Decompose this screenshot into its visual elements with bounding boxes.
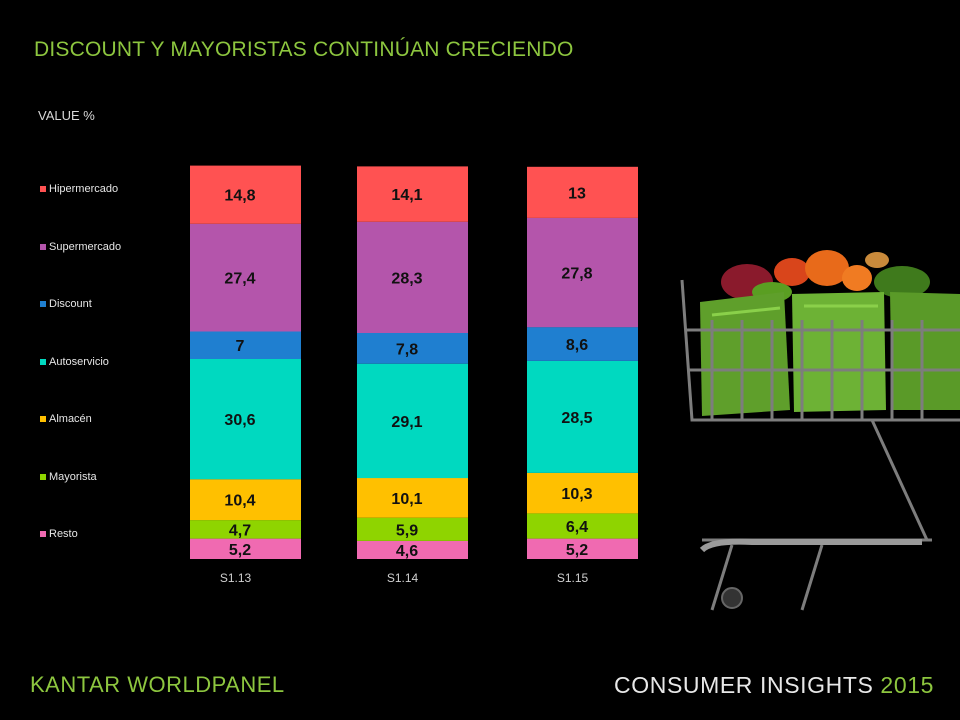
bar-segment-resto-S1.14	[357, 540, 468, 559]
bar-segment-resto-S1.15	[527, 538, 638, 559]
event-name: CONSUMER INSIGHTS	[614, 672, 881, 698]
legend-item-resto: Resto	[40, 528, 78, 540]
data-label-hipermercado-S1.14: 14,1	[391, 187, 422, 204]
legend-item-discount: Discount	[40, 298, 92, 310]
bar-segment-supermercado-S1.15	[527, 217, 638, 328]
legend-label: Mayorista	[49, 470, 97, 483]
bar-segment-autoservicio-S1.13	[190, 359, 301, 480]
bar-segment-discount-S1.14	[357, 333, 468, 364]
data-label-almacén-S1.15: 10,3	[561, 486, 592, 503]
legend-label: Hipermercado	[49, 183, 119, 195]
data-label-hipermercado-S1.15: 13	[568, 185, 586, 202]
bar-segment-resto-S1.13	[190, 538, 301, 559]
legend-label: Almacén	[49, 413, 92, 425]
bar-segment-almacén-S1.14	[357, 478, 468, 518]
legend-label: Autoservicio	[49, 355, 109, 368]
data-label-supermercado-S1.13: 27,4	[224, 271, 255, 288]
data-label-resto-S1.15: 5,2	[566, 542, 588, 559]
bar-segment-hipermercado-S1.13	[190, 165, 301, 224]
legend-swatch	[40, 301, 46, 307]
bar-segment-hipermercado-S1.15	[527, 166, 638, 218]
data-label-discount-S1.15: 8,6	[566, 337, 588, 354]
kantar-worldpanel-logo: KANTAR WORLDPANEL	[30, 672, 285, 697]
data-label-almacén-S1.13: 10,4	[224, 493, 255, 510]
data-label-resto-S1.14: 4,6	[396, 543, 418, 560]
legend-item-hipermercado: Hipermercado	[40, 183, 118, 195]
legend-label: Discount	[49, 298, 92, 310]
bar-segment-mayorista-S1.14	[357, 517, 468, 541]
legend-swatch	[40, 243, 46, 250]
bar-segment-autoservicio-S1.14	[357, 363, 468, 479]
legend-swatch	[40, 531, 46, 537]
data-label-autoservicio-S1.15: 28,5	[561, 410, 592, 427]
legend-swatch	[40, 473, 46, 480]
page-title: DISCOUNT Y MAYORISTAS CONTINÚAN CRECIEND…	[34, 38, 574, 61]
x-tick-label-S1.14: S1.14	[387, 571, 419, 585]
legend-swatch	[40, 416, 46, 422]
x-tick-label-S1.13: S1.13	[220, 571, 252, 585]
data-label-discount-S1.13: 7	[236, 338, 245, 355]
data-label-mayorista-S1.13: 4,7	[229, 522, 251, 539]
data-label-discount-S1.14: 7,8	[396, 341, 418, 358]
legend-label: Resto	[49, 528, 78, 540]
data-label-resto-S1.13: 5,2	[229, 542, 251, 559]
bar-segment-discount-S1.15	[527, 327, 638, 361]
bar-segment-supermercado-S1.13	[190, 223, 301, 332]
legend-item-mayorista: Mayorista	[40, 471, 97, 483]
data-label-autoservicio-S1.13: 30,6	[224, 412, 255, 429]
consumer-insights-label: CONSUMER INSIGHTS 2015	[614, 672, 934, 699]
legend-swatch	[40, 358, 46, 365]
data-label-supermercado-S1.14: 28,3	[391, 270, 422, 287]
data-label-hipermercado-S1.13: 14,8	[224, 188, 255, 205]
bar-segment-autoservicio-S1.15	[527, 360, 638, 473]
bar-segment-almacén-S1.15	[527, 472, 638, 514]
legend-swatch	[40, 186, 46, 192]
data-label-almacén-S1.14: 10,1	[391, 491, 422, 508]
bar-segment-mayorista-S1.15	[527, 513, 638, 539]
data-label-autoservicio-S1.14: 29,1	[391, 414, 422, 431]
y-axis-label: VALUE %	[38, 108, 95, 123]
legend-item-autoservicio: Autoservicio	[40, 356, 109, 368]
x-tick-label-S1.15: S1.15	[557, 571, 589, 585]
data-label-supermercado-S1.15: 27,8	[561, 266, 592, 283]
legend-label: Supermercado	[49, 240, 122, 253]
shopping-cart-icon	[680, 250, 960, 611]
bar-segment-hipermercado-S1.14	[357, 166, 468, 222]
legend-item-almacén: Almacén	[40, 413, 92, 425]
bar-segment-supermercado-S1.14	[357, 221, 468, 333]
data-label-mayorista-S1.14: 5,9	[396, 522, 418, 539]
bar-segment-almacén-S1.13	[190, 479, 301, 521]
legend-item-supermercado: Supermercado	[40, 241, 121, 253]
bar-segment-mayorista-S1.13	[190, 520, 301, 539]
data-label-mayorista-S1.15: 6,4	[566, 519, 588, 536]
bar-segment-discount-S1.13	[190, 331, 301, 359]
event-year: 2015	[880, 672, 934, 698]
